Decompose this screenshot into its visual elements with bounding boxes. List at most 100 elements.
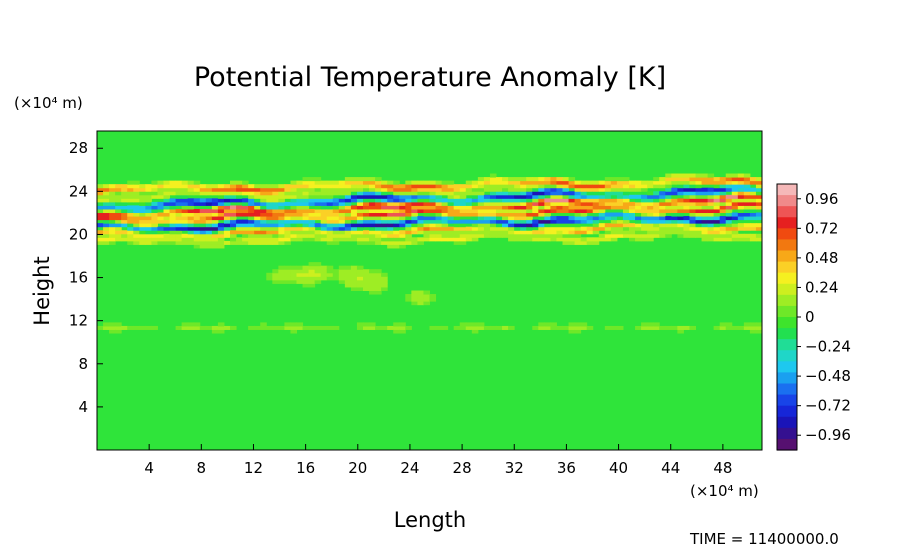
heatmap-cell — [338, 194, 346, 199]
heatmap-cell — [719, 219, 727, 224]
heatmap-cell — [139, 223, 146, 228]
heatmap-cell — [556, 191, 563, 196]
heatmap-cell — [725, 233, 733, 238]
heatmap-cell — [701, 201, 709, 206]
heatmap-cell — [356, 191, 364, 196]
heatmap-cell — [254, 191, 261, 196]
heatmap-cell — [689, 180, 696, 185]
heatmap-cell — [193, 184, 201, 189]
heatmap-cell — [314, 198, 322, 203]
heatmap-cell — [205, 230, 213, 235]
heatmap-cell — [302, 223, 310, 228]
heatmap-cell — [749, 216, 757, 221]
heatmap-cell — [731, 173, 739, 178]
heatmap-cell — [677, 173, 684, 178]
heatmap-cell — [296, 279, 304, 284]
heatmap-cell — [568, 240, 576, 245]
heatmap-cell — [695, 212, 703, 217]
heatmap-cell — [242, 198, 249, 203]
heatmap-cell — [532, 201, 539, 206]
heatmap-cell — [314, 269, 322, 274]
heatmap-cell — [181, 208, 189, 214]
heatmap-cell — [653, 180, 660, 185]
heatmap-cell — [381, 272, 388, 277]
heatmap-cell — [598, 191, 606, 196]
heatmap-cell — [665, 205, 672, 210]
heatmap-cell — [296, 205, 304, 210]
heatmap-cell — [145, 212, 152, 217]
heatmap-cell — [489, 191, 497, 196]
heatmap-cell — [471, 325, 479, 330]
heatmap-cell — [562, 194, 570, 199]
heatmap-cell — [338, 191, 346, 196]
heatmap-cell — [375, 230, 382, 235]
heatmap-cell — [489, 205, 497, 210]
heatmap-cell — [411, 226, 418, 231]
heatmap-cell — [181, 223, 189, 228]
heatmap-cell — [260, 216, 267, 221]
heatmap-cell — [254, 219, 261, 224]
heatmap-cell — [550, 201, 557, 206]
heatmap-cell — [683, 198, 690, 203]
heatmap-cell — [278, 201, 285, 206]
heatmap-cell — [496, 201, 503, 206]
heatmap-cell — [387, 194, 394, 199]
heatmap-cell — [544, 205, 551, 210]
heatmap-cell — [532, 177, 539, 182]
heatmap-cell — [411, 297, 418, 302]
heatmap-cell — [272, 219, 279, 224]
heatmap-cell — [520, 216, 527, 221]
heatmap-cell — [169, 240, 177, 245]
heatmap-cell — [538, 201, 545, 206]
heatmap-cell — [616, 212, 624, 217]
heatmap-cell — [163, 191, 171, 196]
heatmap-cell — [332, 269, 340, 274]
heatmap-cell — [375, 194, 382, 199]
heatmap-cell — [205, 240, 213, 245]
heatmap-cell — [411, 208, 418, 214]
heatmap-cell — [471, 205, 479, 210]
heatmap-cell — [127, 208, 134, 214]
y-tick-label: 12 — [69, 312, 88, 330]
heatmap-cell — [622, 226, 630, 231]
heatmap-cell — [689, 184, 696, 189]
heatmap-cell — [441, 226, 449, 231]
heatmap-cell — [127, 180, 134, 185]
heatmap-cell — [695, 201, 703, 206]
heatmap-cell — [725, 230, 733, 235]
heatmap-cell — [598, 205, 606, 210]
heatmap-cell — [205, 244, 213, 249]
heatmap-cell — [369, 212, 376, 217]
heatmap-cell — [320, 325, 328, 330]
heatmap-cell — [580, 219, 588, 224]
heatmap-cell — [387, 226, 394, 231]
heatmap-cell — [375, 233, 382, 238]
heatmap-cell — [326, 212, 334, 217]
heatmap-cell — [320, 212, 328, 217]
heatmap-cell — [205, 198, 213, 203]
heatmap-cell — [417, 290, 424, 295]
heatmap-cell — [496, 325, 503, 330]
heatmap-cell — [423, 201, 430, 206]
heatmap-cell — [115, 208, 122, 214]
heatmap-cell — [568, 223, 576, 228]
heatmap-cell — [568, 205, 576, 210]
y-axis-unit: (×10⁴ m) — [14, 94, 83, 112]
heatmap-cell — [199, 240, 207, 245]
heatmap-cell — [363, 233, 370, 238]
heatmap-cell — [405, 325, 412, 330]
heatmap-cell — [707, 212, 715, 217]
heatmap-cell — [743, 325, 751, 330]
heatmap-cell — [260, 205, 267, 210]
heatmap-cell — [399, 208, 406, 214]
heatmap-cell — [338, 223, 346, 228]
heatmap-cell — [248, 194, 255, 199]
heatmap-cell — [145, 201, 152, 206]
heatmap-cell — [453, 198, 461, 203]
heatmap-cell — [302, 237, 310, 242]
heatmap-cell — [713, 216, 721, 221]
heatmap-cell — [514, 223, 521, 228]
heatmap-cell — [671, 201, 678, 206]
heatmap-cell — [743, 173, 751, 178]
heatmap-cell — [743, 198, 751, 203]
